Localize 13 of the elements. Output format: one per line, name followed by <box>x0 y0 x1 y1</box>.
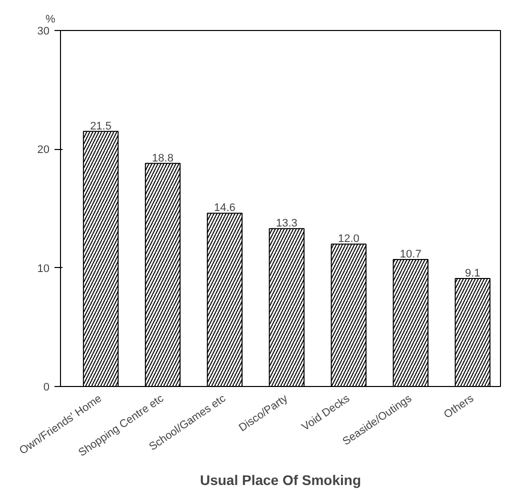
data-label: 12.0 <box>338 233 360 246</box>
y-tick-label: 0 <box>43 382 50 394</box>
data-label: 18.8 <box>152 152 174 164</box>
data-label: 14.6 <box>214 202 236 214</box>
y-tick-label: 20 <box>37 144 50 156</box>
y-tick-label: 10 <box>37 262 50 275</box>
y-tick-label: 30 <box>37 26 50 38</box>
data-label: 13.3 <box>276 218 298 230</box>
y-axis-title: % <box>46 14 56 26</box>
x-axis-title: Usual Place Of Smoking <box>200 472 362 488</box>
data-label: 9.1 <box>464 268 480 280</box>
data-label: 21.5 <box>90 120 112 132</box>
data-label: 10.7 <box>400 248 422 261</box>
